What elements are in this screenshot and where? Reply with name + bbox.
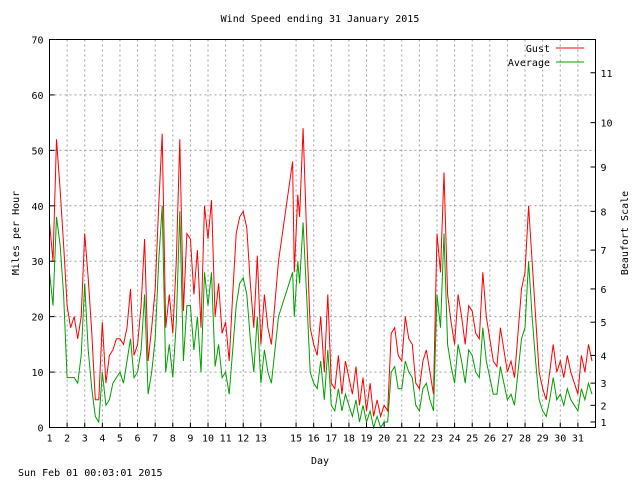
beaufort-tick-label: 7 xyxy=(601,246,607,257)
x-tick-label: 27 xyxy=(501,434,513,445)
x-tick-label: 11 xyxy=(220,434,232,445)
y-tick-label: 70 xyxy=(31,36,43,47)
y-tick-label: 0 xyxy=(37,424,43,435)
beaufort-tick-label: 1 xyxy=(601,418,607,429)
x-tick-label: 12 xyxy=(237,434,249,445)
x-tick-label: 21 xyxy=(396,434,408,445)
y-tick-label: 40 xyxy=(31,202,43,213)
y-axis-label: Miles per Hour xyxy=(11,191,22,275)
footer-timestamp: Sun Feb 01 00:03:01 2015 xyxy=(18,468,163,479)
legend-label-average: Average xyxy=(508,58,550,69)
x-tick-label: 3 xyxy=(82,434,88,445)
x-tick-label: 23 xyxy=(431,434,443,445)
x-tick-label: 10 xyxy=(202,434,214,445)
x-tick-label: 22 xyxy=(413,434,425,445)
x-tick-label: 26 xyxy=(484,434,496,445)
x-tick-label: 19 xyxy=(361,434,373,445)
x-tick-label: 15 xyxy=(290,434,302,445)
series-line-gust xyxy=(49,128,593,419)
x-tick-label: 31 xyxy=(572,434,584,445)
x-tick-label: 4 xyxy=(99,434,105,445)
beaufort-tick-label: 11 xyxy=(601,69,613,80)
y-tick-label: 60 xyxy=(31,91,43,102)
x-tick-label: 25 xyxy=(466,434,478,445)
chart-title: Wind Speed ending 31 January 2015 xyxy=(221,14,420,25)
x-axis-label: Day xyxy=(311,456,329,467)
x-tick-label: 17 xyxy=(325,434,337,445)
x-tick-label: 18 xyxy=(343,434,355,445)
x-tick-label: 6 xyxy=(135,434,141,445)
x-tick-label: 5 xyxy=(117,434,123,445)
x-tick-label: 20 xyxy=(378,434,390,445)
beaufort-tick-label: 2 xyxy=(601,401,607,412)
series-line-average xyxy=(49,205,593,430)
y-tick-label: 50 xyxy=(31,146,43,157)
beaufort-axis-label: Beaufort Scale xyxy=(620,191,631,275)
series-layer xyxy=(49,128,593,430)
beaufort-tick-label: 9 xyxy=(601,163,607,174)
legend-label-gust: Gust xyxy=(526,44,550,55)
legend: Gust Average xyxy=(508,44,584,69)
beaufort-tick-label: 3 xyxy=(601,379,607,390)
beaufort-tick-label: 5 xyxy=(601,318,607,329)
beaufort-tick-label: 6 xyxy=(601,285,607,296)
plot-frame xyxy=(49,39,596,428)
x-tick-label: 24 xyxy=(449,434,461,445)
x-tick-label: 9 xyxy=(187,434,193,445)
beaufort-tick-label: 10 xyxy=(601,119,613,130)
x-tick-label: 16 xyxy=(308,434,320,445)
x-tick-label: 13 xyxy=(255,434,267,445)
x-tick-label: 8 xyxy=(170,434,176,445)
y-tick-label: 30 xyxy=(31,257,43,268)
x-tick-label: 7 xyxy=(152,434,158,445)
beaufort-tick-label: 8 xyxy=(601,207,607,218)
x-tick-label: 29 xyxy=(537,434,549,445)
beaufort-tick-label: 4 xyxy=(601,351,607,362)
x-tick-label: 28 xyxy=(519,434,531,445)
x-tick-label: 30 xyxy=(554,434,566,445)
x-tick-label: 2 xyxy=(64,434,70,445)
axis-layer: 1 2 3 4 5 6 7 8 9 10 11 12 13 15 16 17 18 19 20 21 22 23 24 25 2… xyxy=(31,36,612,445)
y-tick-label: 10 xyxy=(31,368,43,379)
x-tick-label: 1 xyxy=(46,434,52,445)
y-tick-label: 20 xyxy=(31,313,43,324)
